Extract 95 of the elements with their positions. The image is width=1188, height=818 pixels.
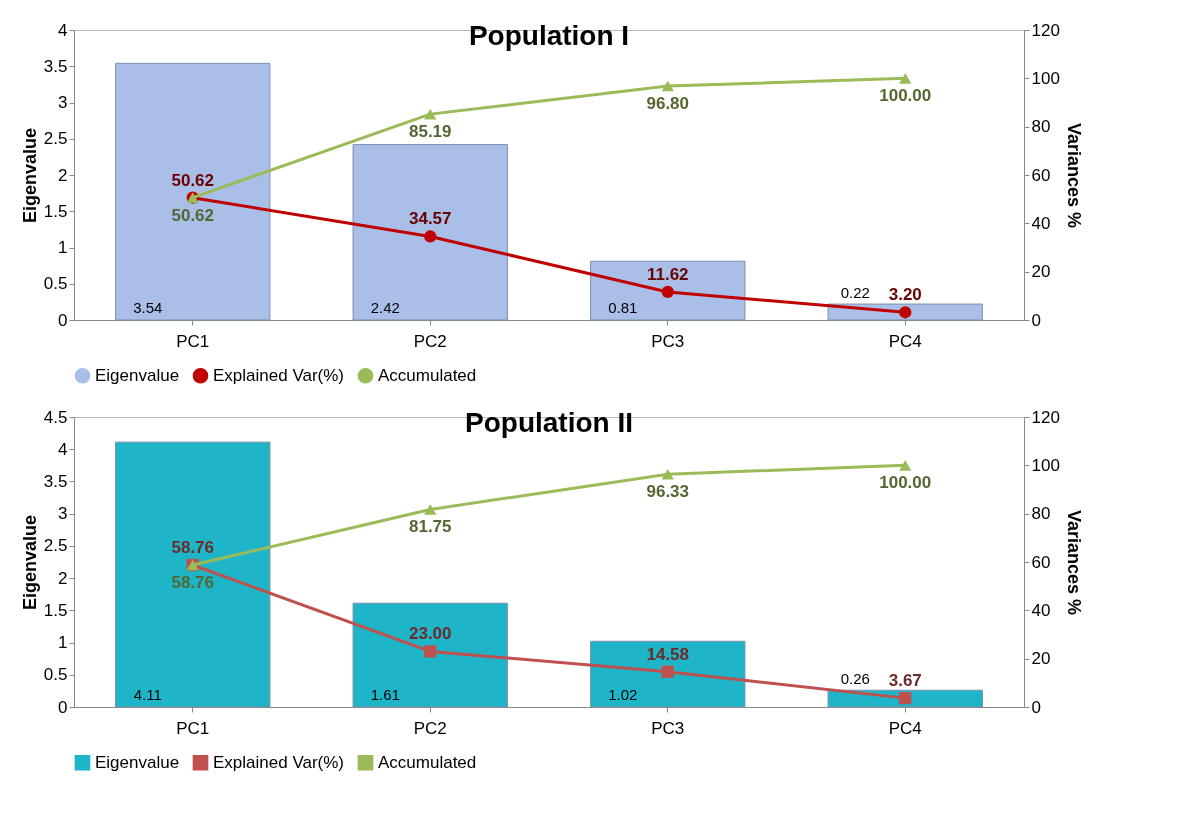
legend-label: Accumulated (378, 752, 477, 772)
y2-tick-label: 80 (1031, 117, 1051, 137)
y2-tick-label: 40 (1031, 600, 1051, 620)
y-tick-label: 1 (58, 238, 68, 257)
bar (115, 441, 271, 708)
y-axis-title: Eigenvalue (19, 514, 40, 611)
x-tick-label: PC3 (651, 718, 685, 738)
y-tick-label: 4.5 (43, 407, 68, 427)
y-tick-label: 2.5 (43, 536, 68, 556)
data-label: 0.81 (608, 299, 638, 316)
y2-tick-label: 120 (1031, 407, 1060, 427)
x-tick-label: PC4 (888, 718, 922, 738)
data-label: 50.62 (171, 205, 215, 225)
y2-tick-label: 60 (1031, 552, 1051, 572)
bar (590, 260, 746, 321)
legend-label: Eigenvalue (95, 752, 180, 772)
y2-tick-label: 100 (1031, 455, 1060, 475)
data-label: 3.54 (133, 299, 163, 316)
data-label: 58.76 (171, 538, 215, 557)
point (899, 73, 912, 84)
data-label: 100.00 (879, 86, 932, 106)
x-tick-label: PC4 (888, 331, 922, 351)
data-label: 81.75 (408, 517, 452, 537)
chart-title: Population II (465, 407, 633, 438)
data-label: 58.76 (171, 573, 215, 592)
point (899, 306, 912, 319)
data-label: 23.00 (408, 624, 452, 644)
data-label: 50.62 (171, 170, 215, 190)
x-tick-label: PC1 (176, 718, 210, 738)
y-tick-label: 1.5 (43, 600, 68, 620)
y-tick-label: 0.5 (43, 665, 68, 685)
point (899, 692, 912, 705)
data-label: 3.67 (888, 671, 922, 691)
bar (352, 144, 508, 321)
y-tick-label: 3.5 (43, 471, 68, 491)
y-tick-label: 0 (58, 310, 68, 330)
legend-label: Explained Var(%) (213, 365, 345, 385)
y-tick-label: 1 (58, 633, 68, 653)
data-label: 1.02 (608, 686, 638, 703)
y2-axis-title: Variances % (1063, 122, 1084, 229)
x-tick-label: PC2 (413, 718, 447, 738)
bar (352, 602, 508, 708)
data-label: 4.11 (133, 686, 162, 703)
y2-tick-label: 20 (1031, 649, 1051, 669)
data-label: 0.22 (840, 284, 870, 302)
data-label: 0.26 (840, 670, 870, 688)
y-tick-label: 4 (58, 20, 68, 40)
point (661, 285, 674, 299)
point (424, 504, 437, 515)
data-label: 34.57 (408, 209, 452, 229)
y2-tick-label: 20 (1031, 262, 1051, 282)
point (661, 468, 674, 480)
y2-tick-label: 0 (1031, 697, 1041, 717)
y2-tick-label: 80 (1031, 504, 1051, 524)
y-tick-label: 3 (58, 504, 68, 524)
y2-tick-label: 120 (1031, 20, 1060, 40)
y-tick-label: 4 (58, 439, 68, 459)
data-label: 11.62 (646, 264, 689, 284)
y-tick-label: 3.5 (43, 56, 68, 76)
y2-tick-label: 40 (1031, 213, 1051, 233)
point (899, 460, 912, 471)
y2-tick-label: 0 (1031, 310, 1041, 330)
data-label: 2.42 (370, 299, 400, 316)
x-tick-label: PC1 (176, 331, 210, 351)
legend-label: Eigenvalue (95, 365, 180, 385)
chart-title: Population I (468, 20, 630, 51)
x-tick-label: PC3 (651, 331, 685, 351)
data-label: 1.61 (370, 686, 400, 703)
y2-axis-title: Variances % (1063, 509, 1084, 616)
data-label: 96.80 (646, 94, 690, 114)
y2-tick-label: 60 (1031, 165, 1051, 185)
data-label: 100.00 (879, 473, 932, 493)
x-tick-label: PC2 (413, 331, 447, 351)
y-tick-label: 2.5 (43, 129, 68, 149)
y-tick-label: 2 (58, 165, 68, 185)
y-axis-title: Eigenvalue (19, 127, 40, 224)
data-label: 3.20 (888, 285, 922, 305)
point (424, 645, 437, 658)
bar (115, 62, 271, 321)
y-tick-label: 1.5 (43, 201, 68, 221)
legend-label: Explained Var(%) (213, 752, 345, 772)
y-tick-label: 3 (58, 93, 68, 112)
data-label: 85.19 (408, 122, 452, 142)
legend-label: Accumulated (378, 365, 477, 385)
y-tick-label: 2 (58, 568, 68, 588)
y-tick-label: 0 (58, 697, 68, 717)
point (661, 665, 674, 678)
y-tick-label: 0.5 (43, 274, 68, 294)
data-label: 96.33 (646, 482, 690, 502)
point (424, 108, 437, 120)
y2-tick-label: 100 (1031, 68, 1060, 88)
bar (590, 640, 746, 708)
point (424, 230, 437, 243)
data-label: 14.58 (646, 644, 690, 664)
point (661, 80, 674, 92)
